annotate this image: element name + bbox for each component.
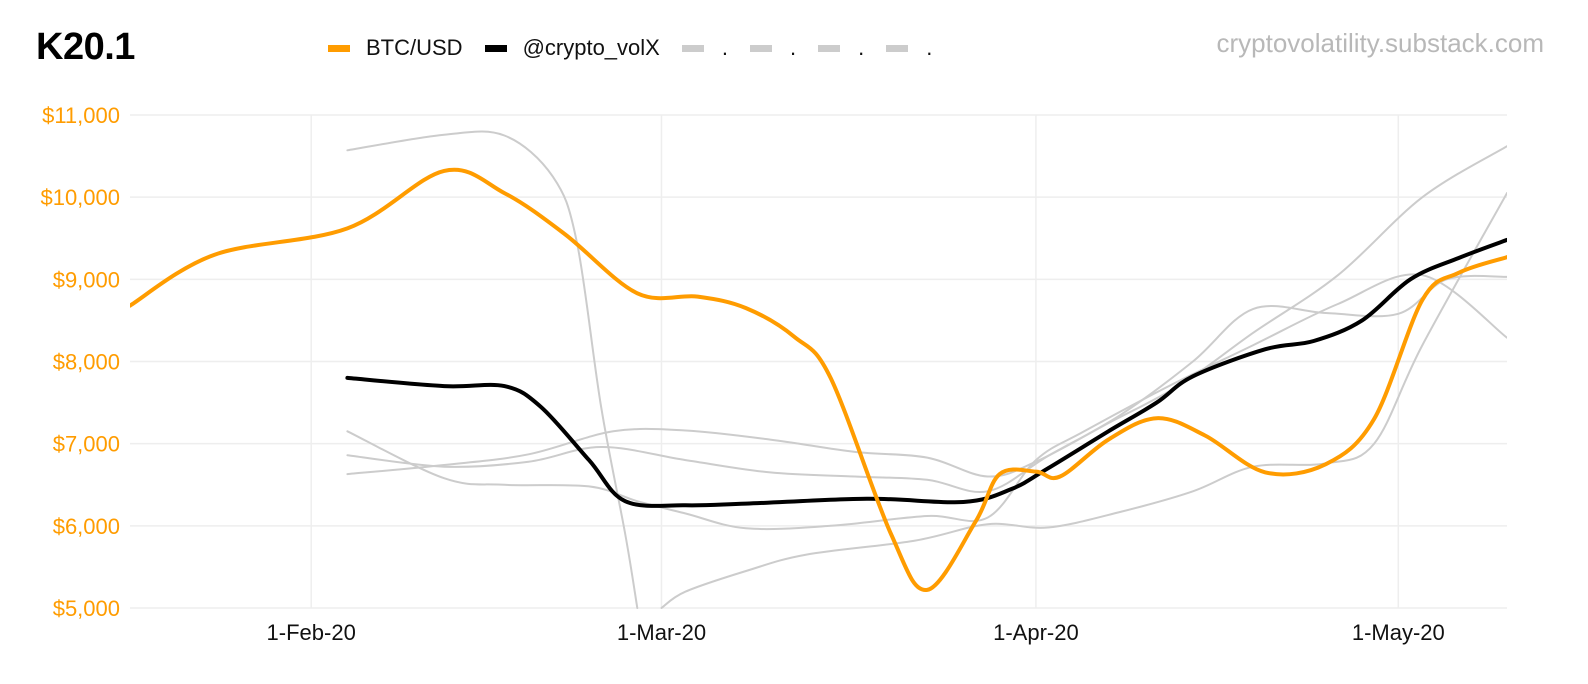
y-tick-label: $8,000 xyxy=(53,350,120,375)
legend-label-gray-3: . xyxy=(858,35,865,60)
x-tick-label: 1-Mar-20 xyxy=(617,620,706,645)
legend-item-gray-4[interactable]: . xyxy=(886,35,932,61)
legend-label-btc-usd: BTC/USD xyxy=(366,35,463,60)
legend-swatch-crypto-volx xyxy=(484,44,507,52)
legend-label-gray-2: . xyxy=(789,35,797,60)
y-tick-label: $9,000 xyxy=(53,267,120,292)
legend-label-gray-4: . xyxy=(926,35,933,60)
legend-swatch-gray-4 xyxy=(886,44,909,52)
legend-item-btc-usd[interactable]: BTC/USD xyxy=(328,35,463,61)
series-lines xyxy=(130,130,1507,609)
legend-item-crypto-volx[interactable]: @crypto_volX xyxy=(484,35,660,61)
y-tick-label: $10,000 xyxy=(40,185,120,210)
series-line-gray xyxy=(346,274,1507,494)
legend-swatch-gray-1 xyxy=(681,44,704,52)
y-tick-label: $11,000 xyxy=(42,103,120,128)
series-line-gray xyxy=(346,145,1507,478)
watermark: cryptovolatility.substack.com xyxy=(1216,28,1544,58)
legend-label-crypto-volx: @crypto_volX xyxy=(522,35,660,60)
y-tick-label: $6,000 xyxy=(53,514,120,539)
legend-swatch-gray-3 xyxy=(818,44,841,52)
legend: BTC/USD @crypto_volX . . . . xyxy=(328,34,954,62)
x-tick-label: 1-May-20 xyxy=(1352,620,1445,645)
legend-item-gray-1[interactable]: . xyxy=(681,35,728,61)
series-line-btc-usd xyxy=(130,167,1507,592)
x-tick-label: 1-Apr-20 xyxy=(993,620,1079,645)
legend-item-gray-3[interactable]: . xyxy=(818,35,864,61)
legend-label-gray-1: . xyxy=(721,35,728,60)
chart-title: K20.1 xyxy=(36,26,135,68)
y-tick-label: $5,000 xyxy=(53,596,120,621)
x-tick-label: 1-Feb-20 xyxy=(267,620,356,645)
y-tick-label: $7,000 xyxy=(53,432,120,457)
series-line-crypto-volx xyxy=(345,237,1507,508)
legend-item-gray-2[interactable]: . xyxy=(749,35,797,61)
legend-swatch-btc-usd xyxy=(328,44,350,52)
series-line-gray xyxy=(346,130,639,609)
series-line-gray xyxy=(346,273,1507,531)
axis-labels: $5,000 $6,000 $7,000 $8,000 $9,000 $10,000 $11… xyxy=(40,103,1444,645)
legend-swatch-gray-2 xyxy=(749,44,772,52)
gridlines xyxy=(130,114,1507,609)
series-line-gray xyxy=(660,192,1507,609)
